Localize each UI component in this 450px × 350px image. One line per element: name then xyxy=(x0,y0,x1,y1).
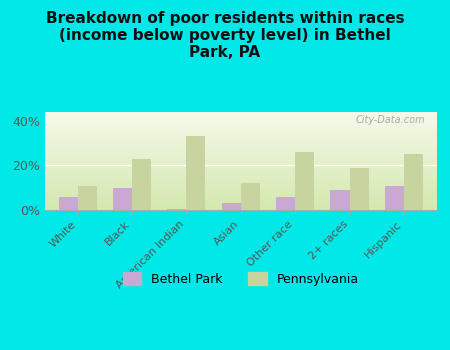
Bar xyxy=(132,159,151,210)
Bar xyxy=(350,168,369,210)
Bar xyxy=(167,209,186,210)
Legend: Bethel Park, Pennsylvania: Bethel Park, Pennsylvania xyxy=(118,267,364,291)
Bar xyxy=(241,183,260,210)
Bar xyxy=(222,203,241,210)
Bar xyxy=(385,186,404,210)
Bar xyxy=(113,188,132,210)
Bar xyxy=(186,136,205,210)
Text: City-Data.com: City-Data.com xyxy=(355,115,425,125)
Bar xyxy=(276,197,295,210)
Bar xyxy=(330,190,350,210)
Bar xyxy=(77,186,97,210)
Text: Breakdown of poor residents within races
(income below poverty level) in Bethel
: Breakdown of poor residents within races… xyxy=(46,10,404,60)
Bar xyxy=(404,154,423,210)
Bar xyxy=(58,197,77,210)
Bar xyxy=(295,152,314,210)
